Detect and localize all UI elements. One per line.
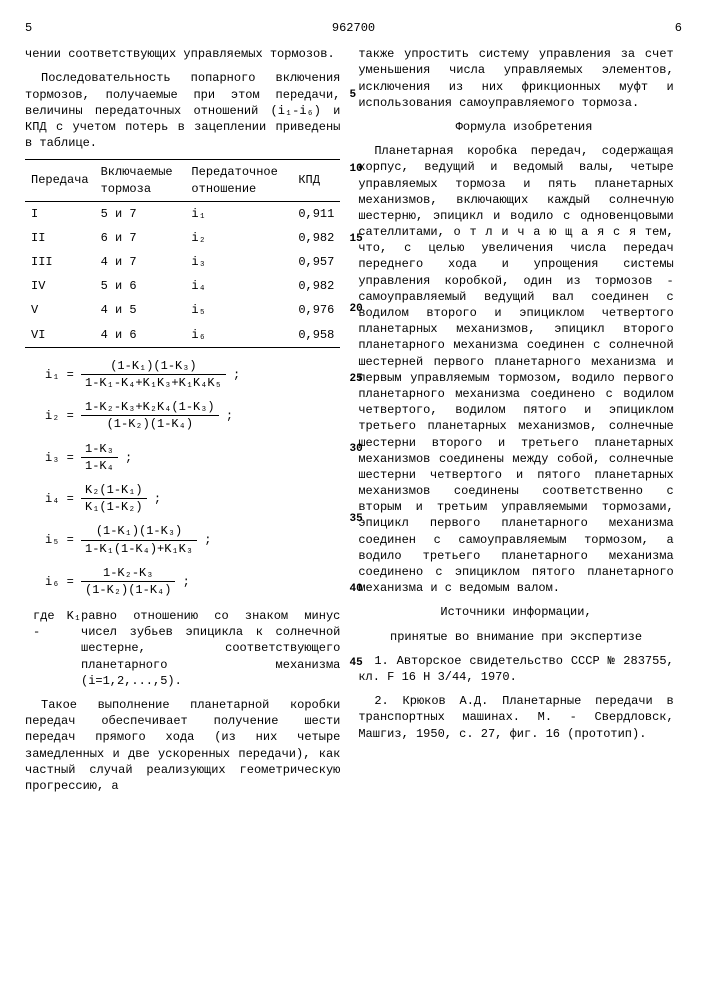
continuation-right: также упростить систему управления за сч…: [358, 46, 673, 111]
table-row: II6 и 7i₂0,982: [25, 226, 340, 250]
formula: i₅ = (1-K₁)(1-K₃)1-K₁(1-K₄)+K₁K₃ ;: [45, 523, 340, 556]
page-number-left: 5: [25, 20, 32, 36]
table-row: IV5 и 6i₄0,982: [25, 274, 340, 298]
table-row: VI4 и 6i₆0,958: [25, 323, 340, 348]
page-header: 5 962700 6: [25, 20, 682, 36]
references-subtitle: принятые во внимание при экспертизе: [358, 629, 673, 645]
claims-body: Планетарная коробка передач, содержащая …: [358, 143, 673, 596]
table-row: V4 и 5i₅0,976: [25, 298, 340, 322]
page-number-right: 6: [675, 20, 682, 36]
table-header-row: Передача Включаемые тормоза Передаточное…: [25, 160, 340, 201]
table-row: I5 и 7i₁0,911: [25, 201, 340, 226]
formula: i₄ = K₂(1-K₁)K₁(1-K₂) ;: [45, 482, 340, 515]
where-clause: где K₁ - равно отношению со знаком минус…: [33, 608, 340, 689]
right-column: также упростить систему управления за сч…: [358, 46, 673, 802]
formula: i₂ = 1-K₂-K₃+K₂K₄(1-K₃)(1-K₂)(1-K₄) ;: [45, 399, 340, 432]
intro-paragraph: Последовательность попарного включения т…: [25, 70, 340, 151]
continuation-text: чении соответствующих управляемых тормоз…: [25, 46, 340, 62]
formula: i₆ = 1-K₂-K₃(1-K₂)(1-K₄) ;: [45, 565, 340, 598]
references-title: Источники информации,: [358, 604, 673, 620]
claims-title: Формула изобретения: [358, 119, 673, 135]
left-column: чении соответствующих управляемых тормоз…: [25, 46, 340, 802]
conclusion-paragraph: Такое выполнение планетарной коробки пер…: [25, 697, 340, 794]
formula: i₃ = 1-K₃1-K₄ ;: [45, 441, 340, 474]
formula-block: i₁ = (1-K₁)(1-K₃)1-K₁-K₄+K₁K₃+K₁K₄K₅ ; i₂…: [25, 358, 340, 598]
reference-2: 2. Крюков А.Д. Планетарные передачи в тр…: [358, 693, 673, 742]
document-number: 962700: [332, 20, 375, 36]
reference-1: 1. Авторское свидетельство СССР № 283755…: [358, 653, 673, 685]
gear-table: Передача Включаемые тормоза Передаточное…: [25, 159, 340, 348]
table-row: III4 и 7i₃0,957: [25, 250, 340, 274]
formula: i₁ = (1-K₁)(1-K₃)1-K₁-K₄+K₁K₃+K₁K₄K₅ ;: [45, 358, 340, 391]
